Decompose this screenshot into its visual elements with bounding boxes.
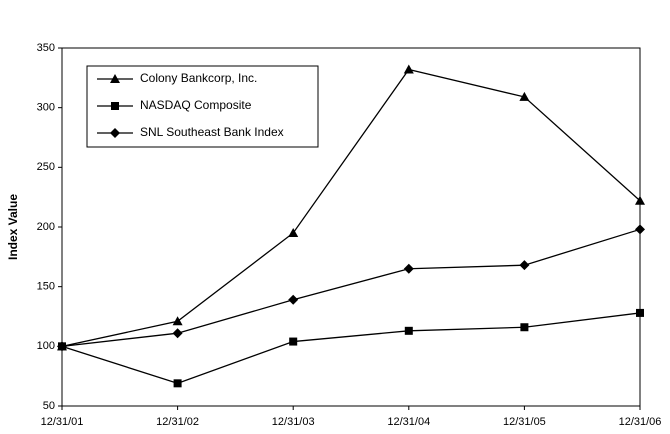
- y-tick-label: 350: [37, 42, 55, 54]
- legend-marker: [110, 74, 120, 83]
- marker: [172, 316, 183, 326]
- marker: [519, 260, 530, 271]
- y-tick-label: 50: [43, 400, 55, 412]
- y-axis-label: Index Value: [6, 194, 20, 260]
- marker: [635, 224, 645, 235]
- marker: [403, 64, 414, 74]
- legend-label: Colony Bankcorp, Inc.: [140, 71, 257, 85]
- legend-label: NASDAQ Composite: [140, 98, 252, 112]
- x-tick-label: 12/31/02: [156, 416, 199, 428]
- marker: [288, 294, 299, 305]
- x-tick-label: 12/31/01: [41, 416, 84, 428]
- legend-marker: [111, 102, 119, 110]
- marker: [403, 263, 414, 274]
- y-tick-label: 100: [37, 340, 55, 352]
- marker: [288, 227, 299, 237]
- series-line: [61, 228, 641, 347]
- legend-marker: [110, 128, 120, 138]
- x-tick-label: 12/31/05: [503, 416, 546, 428]
- marker: [404, 326, 413, 335]
- marker: [289, 337, 298, 346]
- marker: [635, 195, 645, 205]
- legend-label: SNL Southeast Bank Index: [140, 125, 284, 139]
- marker: [173, 379, 182, 388]
- y-tick-label: 250: [37, 161, 55, 173]
- x-tick-label: 12/31/04: [387, 416, 430, 428]
- marker: [57, 341, 67, 352]
- series-line: [61, 312, 641, 385]
- y-tick-label: 200: [37, 221, 55, 233]
- y-tick-label: 300: [37, 102, 55, 114]
- x-tick-label: 12/31/06: [619, 416, 662, 428]
- marker: [172, 328, 183, 339]
- y-tick-label: 150: [37, 281, 55, 293]
- x-tick-label: 12/31/03: [272, 416, 315, 428]
- marker: [520, 323, 529, 332]
- series-line: [61, 68, 641, 347]
- marker: [519, 91, 530, 101]
- marker: [636, 308, 644, 317]
